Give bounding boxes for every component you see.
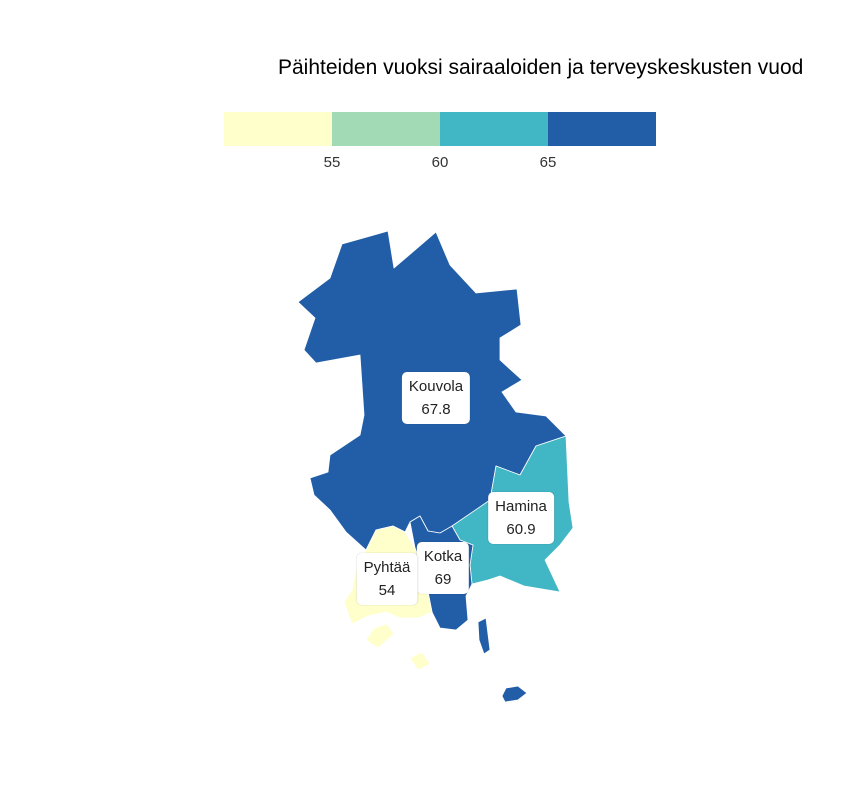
legend-swatch-3: [440, 112, 548, 146]
label-hamina-value: 60.9: [506, 521, 536, 538]
color-legend: [224, 112, 656, 146]
legend-swatch-1: [224, 112, 332, 146]
legend-tick-65: 65: [539, 154, 557, 171]
label-hamina: Hamina 60.9: [488, 492, 554, 544]
label-kouvola: Kouvola 67.8: [401, 372, 471, 424]
label-kotka-value: 69: [434, 571, 452, 588]
legend-swatch-4: [548, 112, 656, 146]
label-kotka-name: Kotka: [423, 548, 463, 565]
label-kouvola-name: Kouvola: [408, 378, 464, 395]
region-kotka-island-1[interactable]: [477, 617, 491, 655]
legend-tick-55: 55: [323, 154, 341, 171]
label-pyhtaa: Pyhtää 54: [356, 553, 418, 605]
legend-tick-60: 60: [431, 154, 449, 171]
region-pyhtaa-island-2[interactable]: [409, 651, 431, 671]
label-pyhtaa-value: 54: [378, 582, 396, 599]
region-kotka-island-2[interactable]: [501, 685, 528, 703]
legend-swatch-2: [332, 112, 440, 146]
map-title: Päihteiden vuoksi sairaaloiden ja tervey…: [278, 56, 804, 79]
label-pyhtaa-name: Pyhtää: [363, 559, 411, 576]
label-kouvola-value: 67.8: [421, 401, 451, 418]
label-hamina-name: Hamina: [495, 498, 547, 515]
region-pyhtaa-island-1[interactable]: [365, 623, 395, 649]
label-kotka: Kotka 69: [416, 542, 470, 594]
